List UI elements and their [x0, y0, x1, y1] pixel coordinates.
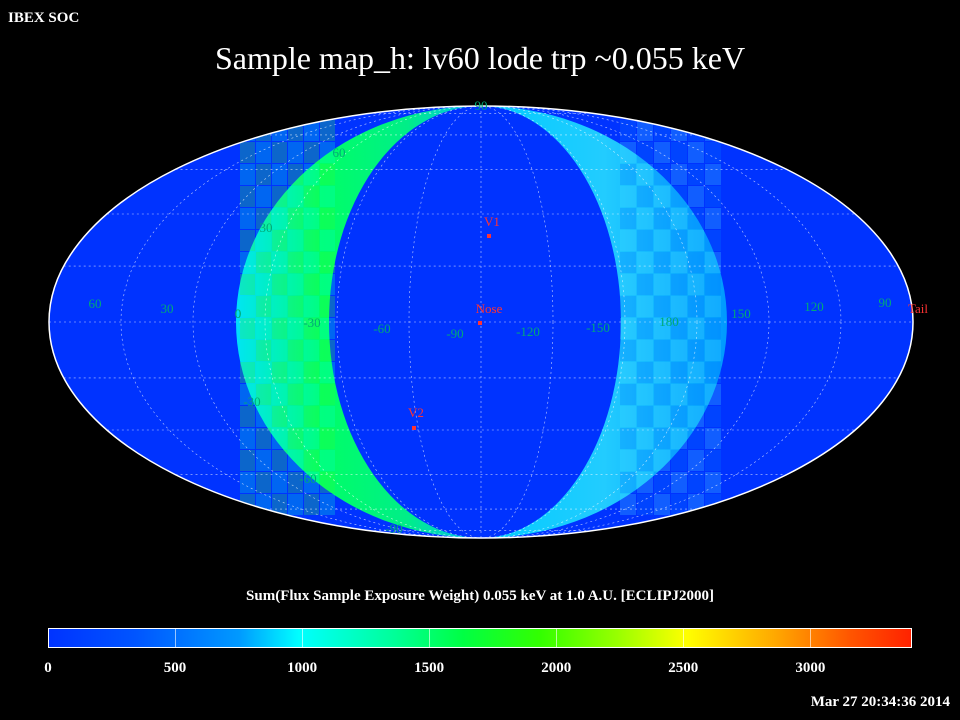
- lat-label: 0: [235, 306, 242, 321]
- marker-point: [478, 321, 482, 325]
- map-background: [49, 106, 913, 538]
- colorbar-tick: [302, 628, 304, 648]
- meridian-line: [264, 105, 698, 539]
- lon-label: -60: [373, 321, 390, 336]
- lon-label: 90: [879, 295, 892, 310]
- lat-label: -30: [243, 394, 260, 409]
- lat-label: -90: [385, 521, 402, 536]
- colorbar: [48, 628, 912, 648]
- band-texture: [240, 120, 721, 515]
- lon-label: 180: [659, 314, 679, 329]
- colorbar-tick-label: 500: [163, 660, 187, 676]
- lon-label: -90: [446, 326, 463, 341]
- marker-label: V2: [408, 405, 424, 420]
- colorbar-tick: [683, 628, 685, 648]
- marker-label: Nose: [476, 301, 503, 316]
- colorbar-tick: [810, 628, 812, 648]
- marker-point: [487, 234, 491, 238]
- map-outline: [48, 105, 914, 539]
- lon-label: -150: [586, 320, 610, 335]
- lat-label: 90: [475, 98, 488, 113]
- colorbar-tick-label: 1500: [414, 660, 445, 676]
- lon-label: -30: [303, 315, 320, 330]
- lat-label: -60: [299, 471, 316, 486]
- corner-label: IBEX SOC: [8, 10, 80, 26]
- timestamp: Mar 27 20:34:36 2014: [810, 694, 950, 710]
- colorbar-tick-label: 2000: [541, 660, 572, 676]
- marker-label: V1: [484, 214, 500, 229]
- colorbar-tick: [556, 628, 558, 648]
- lon-label: -120: [516, 324, 540, 339]
- colorbar-tick-label: 3000: [795, 660, 826, 676]
- lon-label: 60: [89, 296, 102, 311]
- map-title: Sample map_h: lv60 lode trp ~0.055 keV: [214, 40, 746, 76]
- colorbar-tick-label: 2500: [668, 660, 699, 676]
- lat-label: 60: [333, 145, 346, 160]
- marker-label: Tail: [908, 301, 928, 316]
- lon-label: 150: [731, 306, 751, 321]
- lat-label: 30: [260, 220, 273, 235]
- colorbar-tick-label: 1000: [287, 660, 318, 676]
- colorbar-tick-label: 0: [44, 660, 52, 676]
- colorbar-caption: Sum(Flux Sample Exposure Weight) 0.055 k…: [246, 588, 714, 604]
- colorbar-tick: [175, 628, 177, 648]
- colorbar-tick: [429, 628, 431, 648]
- lon-label: 30: [161, 301, 174, 316]
- right-flux-band: [481, 106, 727, 538]
- marker-point: [412, 426, 416, 430]
- lon-label: 120: [804, 299, 824, 314]
- colorbar-tick: [48, 628, 49, 648]
- lon-label: 0: [235, 306, 242, 321]
